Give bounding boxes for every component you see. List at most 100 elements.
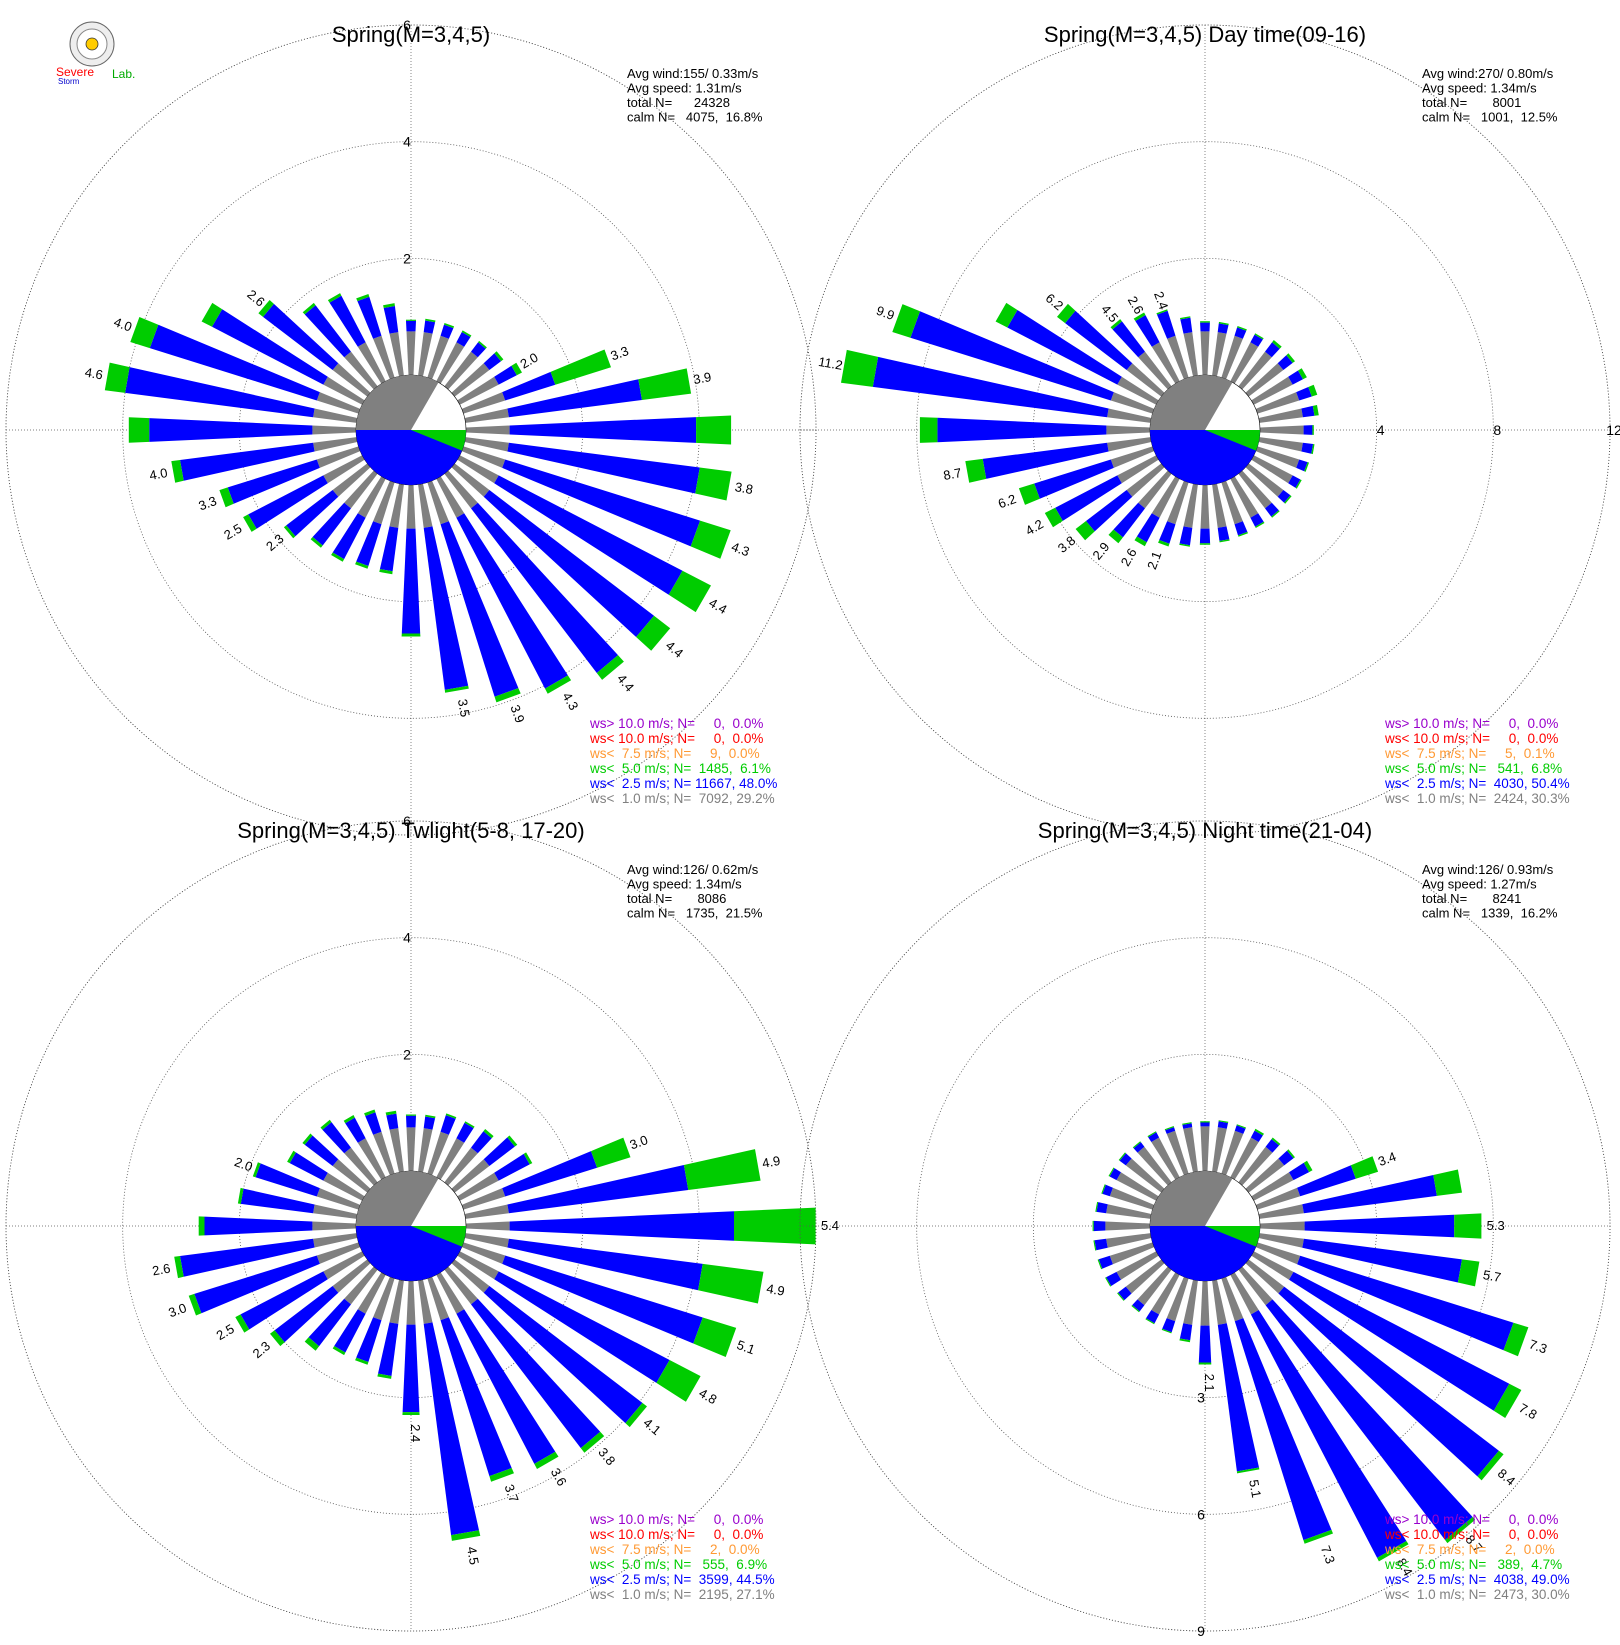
bar-segment [1212,332,1227,377]
bar-segment [1110,446,1155,468]
bar-segment [1238,1146,1273,1186]
bar-segment [1109,1242,1155,1265]
bar-segment [910,311,1114,401]
bar-segment [423,320,436,334]
bar-segment [313,437,358,452]
bar-segment [1217,323,1229,334]
bar-segment [1147,1131,1157,1138]
bar-segment [1126,363,1165,397]
bar-label: 5.3 [1487,1218,1505,1233]
bar-segment [638,368,692,400]
bar-segment [243,514,257,532]
calm-slice-green [1205,430,1260,451]
bar-segment [436,1272,465,1314]
bar-segment [304,1135,339,1166]
bar-segment [386,1113,399,1130]
bar-segment [1200,1122,1210,1127]
bar-segment [130,317,159,349]
bar-segment [436,1138,465,1180]
bar-segment [494,365,517,385]
bar-segment [1254,1128,1264,1136]
stats-line: total N= 24328 [627,95,730,110]
bar-segment [322,1122,351,1154]
bar-label: 2.6 [151,1261,171,1279]
legend-entry: ws< 7.5 m/s; N= 5, 0.1% [1384,746,1555,761]
bar-segment [302,302,316,315]
bar-segment [625,1402,647,1428]
bar-segment [1212,1279,1227,1325]
bar-segment [313,1233,358,1248]
stats-line: calm N= 4075, 16.8% [627,110,763,125]
bar-segment [258,300,274,317]
bar-segment [1095,1201,1099,1212]
bar-segment [1217,526,1230,541]
bar-segment [427,1276,449,1321]
bar-label: 7.3 [1527,1336,1549,1356]
bar-label: 4.8 [696,1385,719,1407]
bar-segment [1234,521,1248,536]
bar-label: 5.1 [735,1337,757,1357]
ring-label: 6 [1197,1506,1205,1522]
bar-label: 2.1 [1144,549,1164,571]
bar-label: 2.4 [1151,289,1171,311]
bar-segment [418,332,433,377]
bar-segment [451,1259,490,1293]
legend-entry: ws< 7.5 m/s; N= 9, 0.0% [589,746,760,761]
chart-title: Spring(M=3,4,5) Twlight(5-8, 17-20) [237,818,584,843]
bar-segment [591,1137,631,1168]
bar-segment [545,675,572,694]
bar-segment [1230,476,1259,518]
bar-segment [1148,1132,1160,1142]
bar-segment [1183,1127,1198,1173]
bar-segment [456,1309,556,1464]
bar-segment [1295,479,1302,489]
bar-segment [451,1530,481,1541]
bar-segment [357,296,382,339]
bar-segment [357,1138,386,1180]
bar-label: 4.4 [663,638,686,661]
bar-segment [1217,1323,1259,1472]
bar-segment [483,1286,643,1424]
bar-segment [456,332,471,347]
bar-segment [402,1324,420,1413]
bar-label: 3.8 [1055,533,1078,556]
bar-segment [507,1238,703,1291]
bar-segment [509,1211,734,1241]
bar-segment [316,446,361,468]
bar-segment [1179,543,1190,547]
bar-segment [1258,1204,1304,1219]
bar-segment [1277,355,1293,370]
bar-segment [1303,1529,1333,1544]
bar-segment [1200,322,1210,332]
calm-slice-green [411,430,466,451]
bar-segment [1183,1279,1198,1325]
bar-segment [1117,455,1159,484]
bar-segment [1112,321,1145,358]
bar-segment [240,1188,315,1214]
bar-segment [1097,1259,1103,1270]
bar-segment [331,552,345,562]
bar-segment [444,685,469,693]
bar-segment [1117,376,1159,405]
bar-label: 5.1 [1246,1478,1264,1498]
bar-segment [1221,1130,1244,1176]
bar-segment [406,1115,416,1128]
bar-label: 8.7 [942,465,962,483]
bar-segment [1271,1137,1281,1146]
bar-segment [237,1187,244,1204]
bar-segment [198,1216,205,1236]
bar-segment [1151,1272,1180,1315]
bar-segment [1151,342,1180,384]
bar-segment [471,342,486,358]
bar-segment [406,320,416,332]
ring-label: 4 [403,930,411,946]
bar-segment [444,470,478,509]
bar-segment [171,460,184,483]
bar-segment [507,379,642,418]
bar-segment [1183,332,1198,377]
bar-label: 3.0 [166,1300,188,1320]
bar-segment [444,1266,478,1305]
bar-segment [332,463,371,497]
bar-segment [283,525,296,539]
